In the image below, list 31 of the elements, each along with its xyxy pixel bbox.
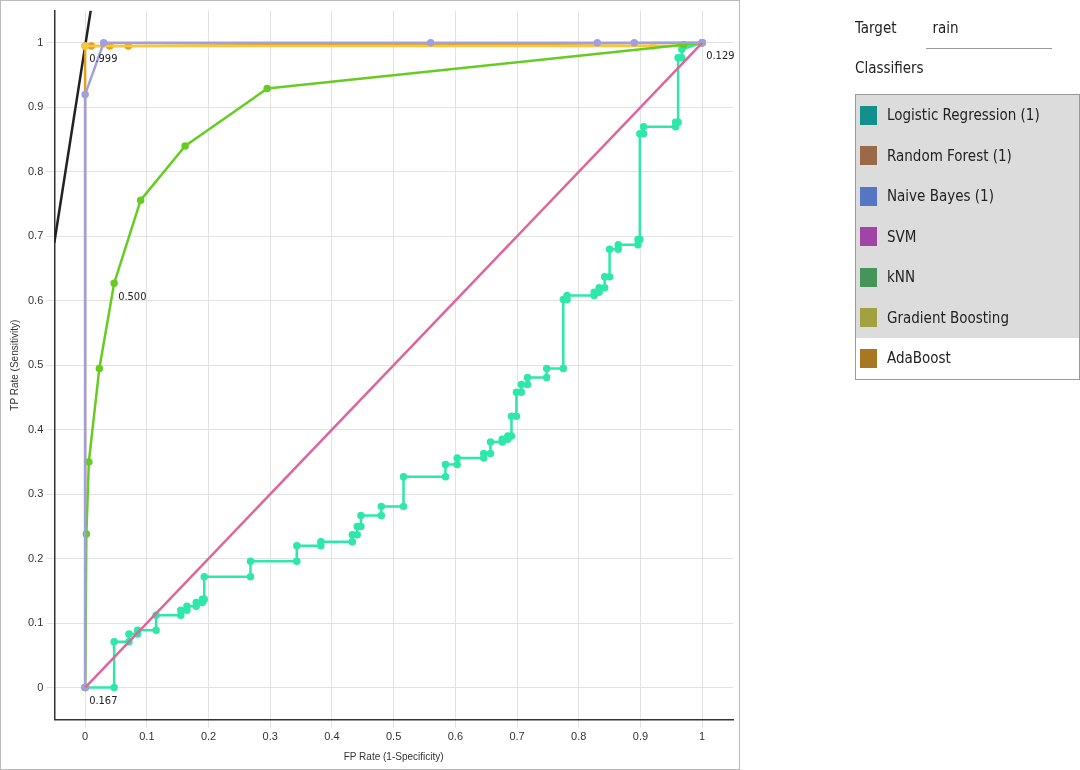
y-tick-label: 0.8 bbox=[27, 164, 44, 177]
x-tick-label: 0.2 bbox=[200, 730, 217, 743]
annotation: 0.999 bbox=[89, 52, 118, 66]
y-tick-label: 0 bbox=[37, 680, 44, 693]
text: Classifiers bbox=[855, 58, 925, 79]
y-tick-label: 0.7 bbox=[27, 229, 44, 242]
x-tick-label: 0.8 bbox=[571, 730, 587, 743]
y-tick-label: 0.1 bbox=[27, 616, 44, 629]
x-tick-label: 0.7 bbox=[509, 730, 525, 743]
y-tick-label: 0.4 bbox=[27, 422, 44, 435]
list-field: Logistic Regression (1) Random Forest (1) Naive Bayes (1) SVM kNN Gradient Boosting AdaBoost bbox=[855, 94, 1080, 380]
x-tick-label: 1 bbox=[699, 730, 706, 743]
x-tick-label: 0.5 bbox=[386, 730, 402, 743]
x-tick-label: 0.3 bbox=[262, 730, 278, 743]
y-tick-label: 1 bbox=[37, 35, 44, 48]
x-tick-label: 0 bbox=[82, 730, 89, 743]
y-tick-label: 0.6 bbox=[27, 293, 44, 306]
annotation: 0.500 bbox=[118, 289, 147, 303]
y-tick-label: 0.2 bbox=[27, 551, 44, 564]
text: Target bbox=[855, 19, 897, 37]
x-tick-label: 0.6 bbox=[447, 730, 463, 743]
y-tick-label: 0.5 bbox=[27, 358, 44, 371]
x-axis-title: FP Rate (1-Specificity) bbox=[343, 750, 444, 762]
y-axis-title: TP Rate (Sensitivity) bbox=[8, 319, 20, 411]
x-tick-label: 0.4 bbox=[324, 730, 340, 743]
annotation: 0.129 bbox=[706, 49, 735, 63]
x-tick-label: 0.1 bbox=[139, 730, 155, 743]
annotation: 0.167 bbox=[89, 693, 118, 707]
y-tick-label: 0.9 bbox=[27, 100, 44, 113]
y-tick-label: 0.3 bbox=[27, 487, 44, 500]
x-tick-label: 0.9 bbox=[632, 730, 649, 743]
